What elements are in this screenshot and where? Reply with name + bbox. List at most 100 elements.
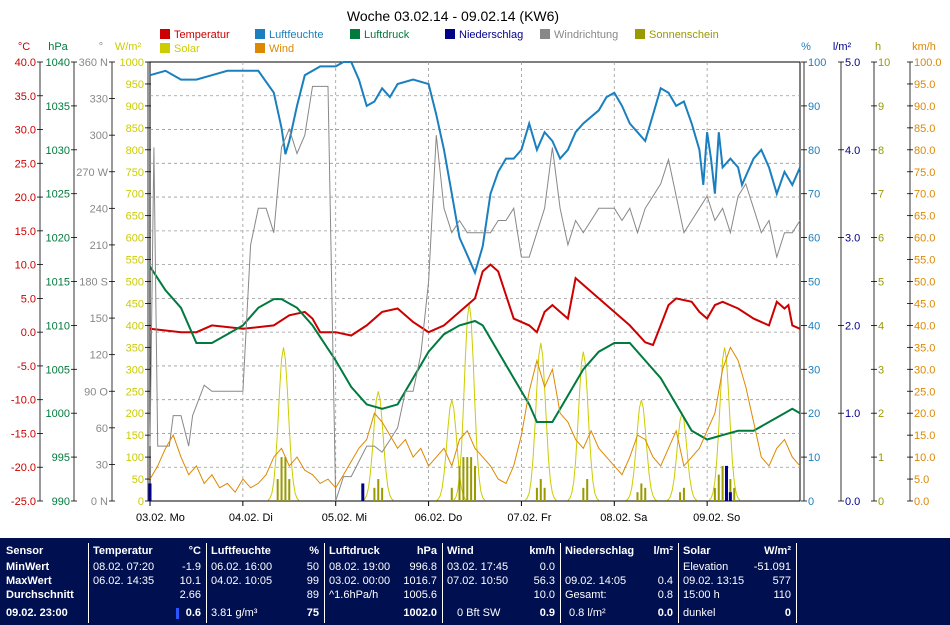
sunshine-bar xyxy=(644,487,647,501)
rain-max-time: 09.02. 14:05 xyxy=(565,575,627,587)
humidity-tick-label: 50 xyxy=(808,277,820,289)
statistics-panel: Sensor MinWert MaxWert Durchschnitt 09.0… xyxy=(0,538,950,625)
legend-label: Temperatur xyxy=(174,29,230,41)
plot-area xyxy=(149,61,801,502)
legend-label: Solar xyxy=(174,43,200,55)
temperature-tick-label: 25.0 xyxy=(15,158,36,170)
solar-tick-label: 50 xyxy=(132,474,144,486)
solar-state: dunkel xyxy=(683,607,716,619)
wind-tick-label: 20.0 xyxy=(914,408,935,420)
sunshine-tick-label: 10 xyxy=(878,57,890,69)
pressure-tick-label: 1020 xyxy=(46,233,70,245)
solar-unit: W/m² xyxy=(764,545,791,557)
legend-swatch xyxy=(445,29,455,39)
temperature-tick-label: 20.0 xyxy=(15,192,36,204)
sunshine-bar xyxy=(713,487,716,501)
pressure-current: 1002.0 xyxy=(403,607,437,619)
legend-swatch xyxy=(635,29,645,39)
solar-tick-label: 950 xyxy=(126,79,144,91)
wind-tick-label: 85.0 xyxy=(914,123,935,135)
sunshine-bar xyxy=(640,483,643,501)
wind-beaufort: 0 Bft SW xyxy=(457,607,501,619)
rain-current: 0.0 xyxy=(657,607,673,619)
sunshine-bar xyxy=(466,457,469,501)
rain-tick-label: 2.0 xyxy=(845,320,860,332)
solar-curve xyxy=(524,342,557,501)
humidity-tick-label: 90 xyxy=(808,101,820,113)
legend-label: Niederschlag xyxy=(459,29,523,41)
humidity-tick-label: 70 xyxy=(808,189,820,201)
legend-label: Luftdruck xyxy=(364,29,410,41)
wind-min-value: 0.0 xyxy=(539,561,555,573)
direction-tick-label: 150 xyxy=(90,313,108,325)
temperature-min-time: 08.02. 07:20 xyxy=(93,561,155,573)
chart-title: Woche 03.02.14 - 09.02.14 (KW6) xyxy=(347,8,559,24)
sunshine-bar xyxy=(582,487,585,501)
wind-max-time: 07.02. 10:50 xyxy=(447,575,509,587)
solar-tick-label: 650 xyxy=(126,211,144,223)
temperature-max-time: 06.02. 14:35 xyxy=(93,575,155,587)
solar-tick-label: 250 xyxy=(126,386,144,398)
sensor-column: Sensor MinWert MaxWert Durchschnitt 09.0… xyxy=(2,543,86,623)
sunshine-tick-label: 7 xyxy=(878,189,884,201)
legend-label: Sonnenschein xyxy=(649,29,719,41)
humidity-min-time: 06.02. 16:00 xyxy=(211,561,273,573)
pressure-tick-label: 1015 xyxy=(46,277,70,289)
humidity-column: Luftfeuchte% 06.02. 16:00 50 04.02. 10:05… xyxy=(206,543,323,623)
solar-current: 0 xyxy=(784,607,791,619)
temperature-title: Temperatur xyxy=(93,545,153,557)
legend-label: Wind xyxy=(269,43,294,55)
humidity-avg: 89 xyxy=(306,589,319,601)
wind-tick-label: 35.0 xyxy=(914,342,935,354)
wind-tick-label: 95.0 xyxy=(914,79,935,91)
legend: Temperatur Luftfeuchte Luftdruck Niederschl… xyxy=(160,29,719,55)
legend-swatch xyxy=(255,29,265,39)
wind-column: Wind km/h 03.02. 17:45 0.0 07.02. 10:50 56.… xyxy=(442,543,559,623)
rain-bar xyxy=(148,483,152,501)
legend-swatch xyxy=(160,29,170,39)
direction-tick-label: 300 xyxy=(90,130,108,142)
pressure-tick-label: 1005 xyxy=(46,364,70,376)
sunshine-bar xyxy=(450,487,453,501)
temperature-tick-label: -5.0 xyxy=(17,361,36,373)
wind-min-time: 03.02. 17:45 xyxy=(447,561,509,573)
sunshine-bar xyxy=(586,479,589,501)
pressure-min-value: 996.8 xyxy=(409,561,437,573)
temperature-tick-label: 35.0 xyxy=(15,91,36,103)
sunshine-bar xyxy=(280,457,283,501)
weather-chart: Woche 03.02.14 - 09.02.14 (KW6) Temperat… xyxy=(11,8,942,524)
sunshine-tick-label: 8 xyxy=(878,145,884,157)
solar-tick-label: 200 xyxy=(126,408,144,420)
rain-max-value: 0.4 xyxy=(657,575,673,587)
temperature-unit-label: °C xyxy=(18,41,30,53)
rain-unit-label: l/m² xyxy=(833,41,852,53)
direction-tick-label: 0 N xyxy=(91,496,108,508)
temperature-max-value: 10.1 xyxy=(179,575,201,587)
solar-title: Solar xyxy=(683,545,711,557)
humidity-tick-label: 80 xyxy=(808,145,820,157)
pressure-tick-label: 1010 xyxy=(46,320,70,332)
sunshine-bar xyxy=(721,465,724,501)
sunshine-bar xyxy=(462,457,465,501)
humidity-max-time: 04.02. 10:05 xyxy=(211,575,273,587)
rain-column: Niederschlag l/m² 09.02. 14:05 0.4 Gesamt:… xyxy=(560,543,677,623)
direction-tick-label: 120 xyxy=(90,350,108,362)
solar-elevation-label: Elevation xyxy=(683,561,729,573)
rain-title: Niederschlag xyxy=(565,545,635,557)
series-temperatur xyxy=(149,263,801,347)
temperature-tick-label: 5.0 xyxy=(21,293,36,305)
solar-tick-label: 600 xyxy=(126,233,144,245)
solar-max-time: 09.02. 13:15 xyxy=(683,575,745,587)
current-time-label: 09.02. 23:00 xyxy=(6,607,68,619)
x-tick-label: 08.02. Sa xyxy=(600,512,648,524)
solar-tick-label: 0 xyxy=(138,496,144,508)
solar-tick-label: 750 xyxy=(126,167,144,179)
legend-swatch xyxy=(255,43,265,53)
humidity-tick-label: 100 xyxy=(808,57,826,69)
solar-hours: 110 xyxy=(773,589,791,601)
wind-tick-label: 5.0 xyxy=(914,474,929,486)
x-tick-label: 06.02. Do xyxy=(415,512,463,524)
wind-tick-label: 70.0 xyxy=(914,189,935,201)
solar-curve xyxy=(625,399,658,501)
wind-tick-label: 100.0 xyxy=(914,57,942,69)
